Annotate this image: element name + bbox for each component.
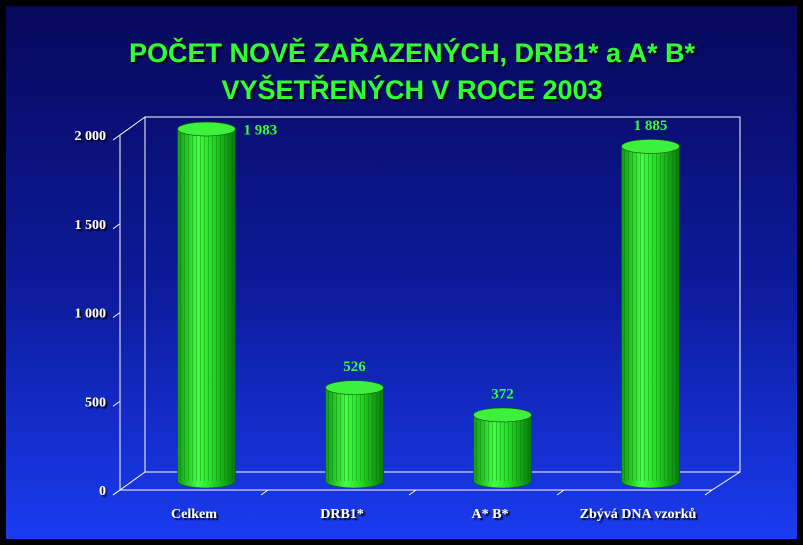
bar-stripes <box>325 387 384 481</box>
x-tick-label: Zbývá DNA vzorků <box>580 507 697 522</box>
x-tick <box>408 489 417 496</box>
bar-top <box>473 407 532 423</box>
chart-title: VYŠETŘENÝCH V ROCE 2003 <box>221 74 602 105</box>
y-tick <box>112 400 121 407</box>
bar-stripes <box>177 129 236 481</box>
y-tick <box>112 312 121 318</box>
bar-top <box>325 380 384 395</box>
x-tick <box>260 489 269 496</box>
x-tick <box>556 489 565 496</box>
bar-stripes <box>621 146 680 481</box>
bar-top <box>621 139 680 154</box>
y-tick-label: 500 <box>85 395 106 410</box>
x-tick-label: Celkem <box>171 507 217 522</box>
y-tick-label: 0 <box>99 484 106 499</box>
x-tick <box>704 489 713 496</box>
back-wall <box>144 116 741 473</box>
x-tick-label: A* B* <box>472 507 509 522</box>
y-tick-label: 1 500 <box>75 218 107 233</box>
y-tick-label: 1 000 <box>75 307 107 322</box>
y-tick-label: 2 000 <box>75 129 107 144</box>
y-tick <box>112 223 121 230</box>
bar <box>621 139 680 489</box>
x-tick <box>112 489 121 496</box>
value-label: 372 <box>491 386 514 402</box>
bar-stripes <box>473 414 532 481</box>
bar <box>325 380 384 489</box>
value-label: 526 <box>343 359 366 375</box>
chart-title: POČET NOVĚ ZAŘAZENÝCH, DRB1* a A* B* <box>129 37 696 68</box>
x-tick-label: DRB1* <box>320 507 364 522</box>
value-label: 1 885 <box>634 118 668 134</box>
bar-top <box>177 121 236 137</box>
bar <box>177 121 236 489</box>
floor-edge <box>119 471 146 491</box>
y-tick <box>112 134 121 141</box>
bar <box>473 407 532 489</box>
value-label: 1 983 <box>244 122 278 138</box>
